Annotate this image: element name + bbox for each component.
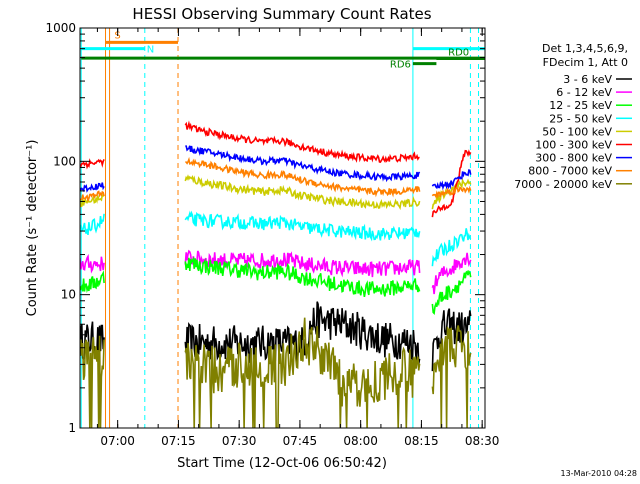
series-lines — [80, 120, 472, 428]
series-trace — [184, 256, 421, 298]
series-trace — [431, 177, 472, 210]
legend-label: 6 - 12 keV — [556, 86, 612, 99]
y-tick-label: 1 — [68, 421, 76, 435]
legend-header: Det 1,3,4,5,6,9, — [542, 42, 628, 55]
series-trace — [80, 213, 105, 236]
series-line — [80, 120, 472, 218]
series-line — [80, 317, 472, 428]
x-tick-label: 08:15 — [404, 434, 439, 448]
x-tick-label: 07:15 — [161, 434, 196, 448]
flag-bars: SNRD0RD6 — [81, 30, 485, 71]
plot-frame — [79, 27, 486, 429]
legend-label: 25 - 50 keV — [549, 112, 612, 125]
series-trace — [80, 335, 105, 428]
series-trace — [80, 182, 105, 193]
series-trace — [431, 228, 472, 267]
series-trace — [184, 120, 420, 164]
series-trace — [184, 249, 421, 278]
x-tick-label: 07:00 — [100, 434, 135, 448]
x-axis: 07:00 07:15 07:30 07:45 08:00 08:15 08:30 — [96, 28, 500, 448]
series-trace — [431, 149, 472, 218]
y-tick-label: 100 — [53, 154, 76, 168]
series-trace — [431, 252, 472, 295]
legend-label: 100 - 300 keV — [535, 139, 612, 152]
series-trace — [431, 325, 472, 428]
plot-area: SNRD0RD6 07:0007:1507:3007:4508:0008:150… — [45, 21, 499, 448]
series-trace — [431, 169, 472, 191]
legend-label: 300 - 800 keV — [535, 152, 612, 165]
series-line — [80, 156, 472, 203]
series-trace — [184, 317, 421, 428]
y-tick-label: 1000 — [45, 21, 76, 35]
series-line — [80, 256, 472, 316]
x-tick-label: 07:30 — [222, 434, 257, 448]
series-trace — [431, 269, 472, 316]
series-trace — [185, 145, 421, 183]
y-axis: 1 10 100 1000 — [45, 21, 485, 435]
legend-label: 50 - 100 keV — [542, 125, 612, 138]
series-trace — [431, 185, 472, 199]
vertical-markers — [80, 28, 480, 428]
footer-date: 13-Mar-2010 04:28 — [561, 469, 638, 478]
series-trace — [185, 156, 421, 198]
series-trace — [80, 158, 105, 170]
flag-label: N — [147, 45, 154, 56]
series-trace — [80, 190, 105, 203]
series-line — [80, 210, 472, 267]
y-tick-label: 10 — [61, 288, 76, 302]
series-trace — [80, 270, 105, 294]
series-line — [80, 145, 472, 193]
legend-label: 800 - 7000 keV — [528, 165, 612, 178]
x-tick-label: 08:30 — [465, 434, 500, 448]
series-line — [80, 249, 472, 295]
flag-label: RD6 — [390, 60, 411, 71]
series-trace — [80, 253, 105, 274]
x-tick-label: 08:00 — [343, 434, 378, 448]
series-trace — [184, 301, 421, 365]
legend-header: FDecim 1, Att 0 — [543, 56, 628, 69]
series-line — [80, 174, 472, 211]
legend: Det 1,3,4,5,6,9,FDecim 1, Att 0 3 - 6 keV… — [514, 42, 632, 191]
legend-label: 3 - 6 keV — [563, 73, 612, 86]
legend-label: 7000 - 20000 keV — [514, 178, 612, 191]
chart-title: HESSI Observing Summary Count Rates — [132, 5, 431, 23]
series-trace — [431, 308, 472, 372]
x-axis-label: Start Time (12-Oct-06 06:50:42) — [177, 456, 387, 471]
y-axis-label: Count Rate (s⁻¹ detector⁻¹) — [25, 140, 40, 317]
series-trace — [184, 210, 421, 242]
series-trace — [80, 193, 105, 208]
series-trace — [184, 174, 421, 211]
x-tick-label: 07:45 — [283, 434, 318, 448]
flag-label: RD0 — [448, 48, 469, 59]
legend-label: 12 - 25 keV — [549, 99, 612, 112]
